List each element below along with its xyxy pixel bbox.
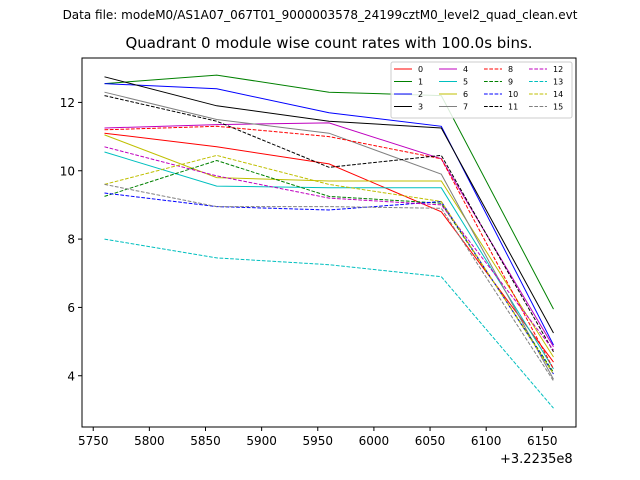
legend-label-10: 10 (508, 90, 518, 99)
y-tick-label-8: 8 (67, 233, 75, 247)
legend-label-6: 6 (463, 90, 468, 99)
legend-label-13: 13 (553, 78, 563, 87)
x-tick-label-5750: 5750 (78, 434, 109, 448)
series-line-5 (104, 151, 554, 370)
legend-label-4: 4 (463, 65, 468, 74)
legend-label-1: 1 (418, 78, 423, 87)
y-tick-label-6: 6 (67, 301, 75, 315)
data-file-title: Data file: modeM0/AS1A07_067T01_90000035… (62, 8, 578, 22)
x-tick-label-6100: 6100 (471, 434, 502, 448)
series-line-14 (104, 154, 554, 375)
legend-label-3: 3 (418, 103, 423, 112)
legend-label-15: 15 (553, 103, 563, 112)
x-tick-label-6050: 6050 (415, 434, 446, 448)
y-tick-label-4: 4 (67, 369, 75, 383)
legend-label-11: 11 (508, 103, 518, 112)
x-axis-offset-label: +3.2235e8 (500, 452, 573, 467)
series-line-9 (104, 159, 554, 373)
legend-label-12: 12 (553, 65, 563, 74)
legend-label-14: 14 (553, 90, 563, 99)
legend-label-2: 2 (418, 90, 423, 99)
x-tick-label-5800: 5800 (134, 434, 165, 448)
legend-box (390, 61, 573, 119)
y-tick-label-12: 12 (60, 96, 75, 110)
x-tick-label-5850: 5850 (190, 434, 221, 448)
series-line-0 (104, 132, 554, 363)
legend-label-5: 5 (463, 78, 468, 87)
legend-label-0: 0 (418, 65, 423, 74)
series-line-6 (104, 134, 554, 358)
y-tick-label-10: 10 (60, 164, 75, 178)
x-tick-label-5900: 5900 (246, 434, 277, 448)
series-line-7 (104, 91, 554, 380)
series-line-8 (104, 125, 554, 370)
legend-label-9: 9 (508, 78, 513, 87)
series-line-13 (104, 238, 554, 409)
chart-title: Quadrant 0 module wise count rates with … (125, 34, 533, 52)
series-line-10 (104, 192, 554, 375)
x-tick-label-6150: 6150 (527, 434, 558, 448)
legend-label-8: 8 (508, 65, 513, 74)
series-line-3 (104, 76, 554, 334)
series-line-11 (104, 95, 554, 353)
series-line-15 (104, 183, 554, 382)
series-line-12 (104, 146, 554, 351)
series-line-1 (104, 74, 554, 310)
plot-frame (81, 57, 577, 428)
legend-label-7: 7 (463, 103, 468, 112)
x-tick-label-5950: 5950 (302, 434, 333, 448)
series-line-2 (104, 83, 554, 346)
x-tick-label-6000: 6000 (359, 434, 390, 448)
